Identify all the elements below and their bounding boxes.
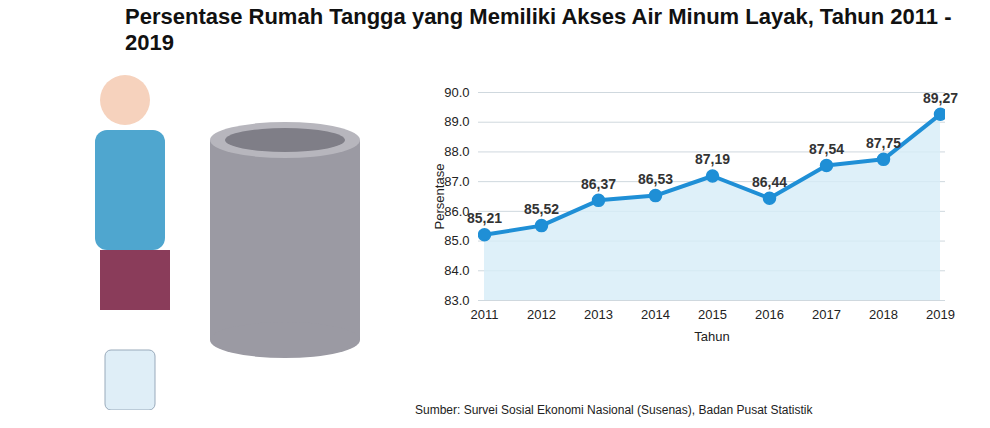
svg-text:90.0: 90.0 — [444, 85, 469, 100]
svg-text:83.0: 83.0 — [444, 293, 469, 308]
svg-text:2013: 2013 — [584, 307, 613, 322]
svg-text:87,75: 87,75 — [866, 135, 901, 151]
svg-text:2018: 2018 — [869, 307, 898, 322]
html-text:Persentase Rumah Tangga yang M: Persentase Rumah Tangga yang Memiliki Ak… — [125, 4, 952, 55]
svg-text:85,21: 85,21 — [467, 210, 502, 226]
svg-text:86,53: 86,53 — [638, 171, 673, 187]
svg-text:2019: 2019 — [926, 307, 955, 322]
svg-text:89.0: 89.0 — [444, 114, 469, 129]
svg-text:87,19: 87,19 — [695, 151, 730, 167]
svg-text:88.0: 88.0 — [444, 144, 469, 159]
svg-text:89,27: 89,27 — [923, 90, 958, 106]
svg-text:2012: 2012 — [527, 307, 556, 322]
html-text:Sumber: Survei Sosial Ekonomi: Sumber: Survei Sosial Ekonomi Nasional (… — [415, 403, 813, 417]
svg-text:86.0: 86.0 — [444, 204, 469, 219]
svg-text:2016: 2016 — [755, 307, 784, 322]
svg-text:2015: 2015 — [698, 307, 727, 322]
svg-text:84.0: 84.0 — [444, 263, 469, 278]
svg-text:2014: 2014 — [641, 307, 670, 322]
svg-text:85.0: 85.0 — [444, 233, 469, 248]
svg-text:2017: 2017 — [812, 307, 841, 322]
svg-text:86,44: 86,44 — [752, 174, 787, 190]
svg-text:87.0: 87.0 — [444, 174, 469, 189]
svg-text:86,37: 86,37 — [581, 176, 616, 192]
svg-text:85,52: 85,52 — [524, 201, 559, 217]
svg-text:Persentase: Persentase — [432, 164, 447, 230]
svg-text:Tahun: Tahun — [694, 329, 729, 344]
svg-text:87,54: 87,54 — [809, 141, 844, 157]
svg-text:2011: 2011 — [471, 307, 499, 322]
